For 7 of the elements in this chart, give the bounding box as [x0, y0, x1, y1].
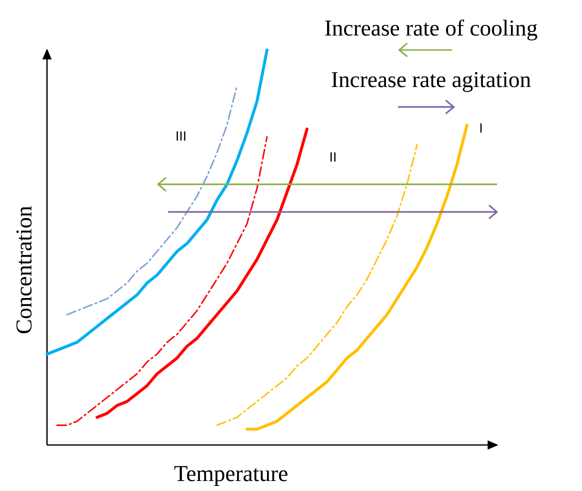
text: Increase rate of cooling: [325, 20, 538, 40]
y-axis-title: Concentration: [16, 206, 32, 334]
annotation: III: [176, 131, 186, 141]
annotation: I: [480, 123, 482, 133]
annotation: II: [330, 152, 336, 162]
x-axis-title: Temperature: [174, 466, 288, 486]
annotation: Increase rate agitation: [332, 72, 531, 92]
